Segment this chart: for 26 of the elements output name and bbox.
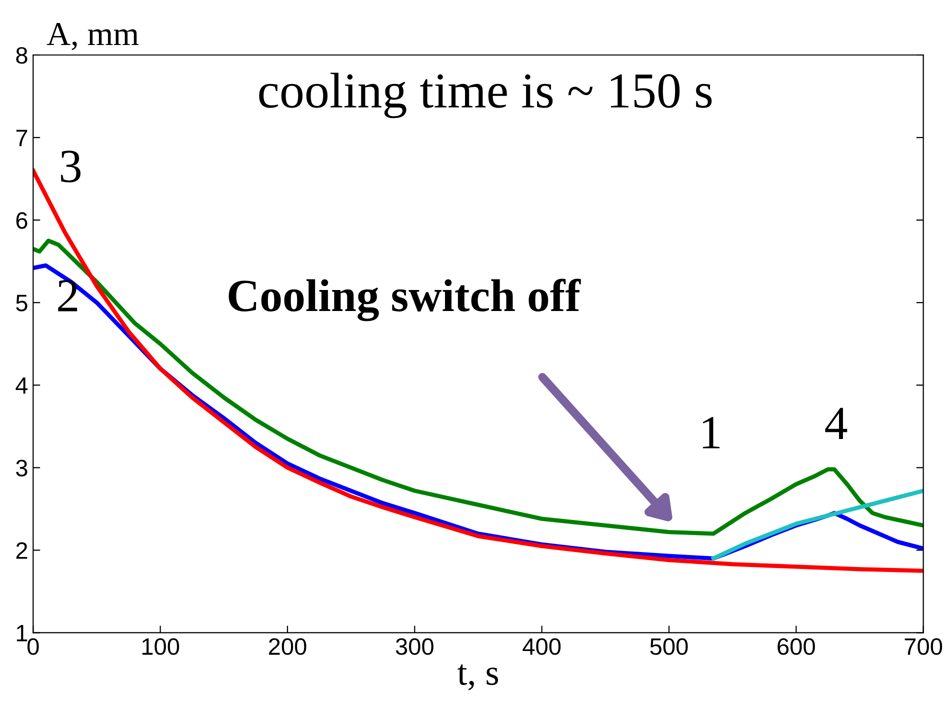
x-tick-label: 100 (142, 638, 180, 655)
y-tick-label: 2 (16, 542, 28, 559)
x-tick-label: 0 (28, 638, 39, 655)
y-tick-label: 4 (16, 377, 28, 394)
x-tick-label: 700 (904, 638, 942, 655)
x-tick-label: 200 (268, 638, 306, 655)
annotation: cooling time is ~ 150 s (259, 72, 712, 118)
y-tick-label: 8 (16, 47, 28, 64)
x-tick-label: 300 (396, 638, 434, 655)
annotation: 1 (702, 417, 720, 448)
y-tick-label: 3 (16, 460, 28, 476)
x-tick-label: 400 (522, 638, 561, 655)
y-tick-label: 6 (16, 212, 28, 229)
line-series (711, 488, 924, 561)
y-tick-label: 7 (16, 130, 28, 146)
y-tick-label: 5 (16, 294, 28, 312)
x-axis-title: t, s (458, 664, 498, 690)
x-tick-label: 600 (778, 638, 815, 655)
x-tick-label: 500 (650, 638, 688, 655)
y-tick-label: 1 (16, 625, 28, 642)
annotation: 2 (58, 280, 78, 312)
annotation: 4 (825, 408, 848, 439)
y-axis-title: A, mm (46, 23, 139, 50)
annotation: Cooling switch off (228, 278, 581, 322)
annotation: 3 (60, 150, 80, 182)
line-series (33, 238, 924, 536)
